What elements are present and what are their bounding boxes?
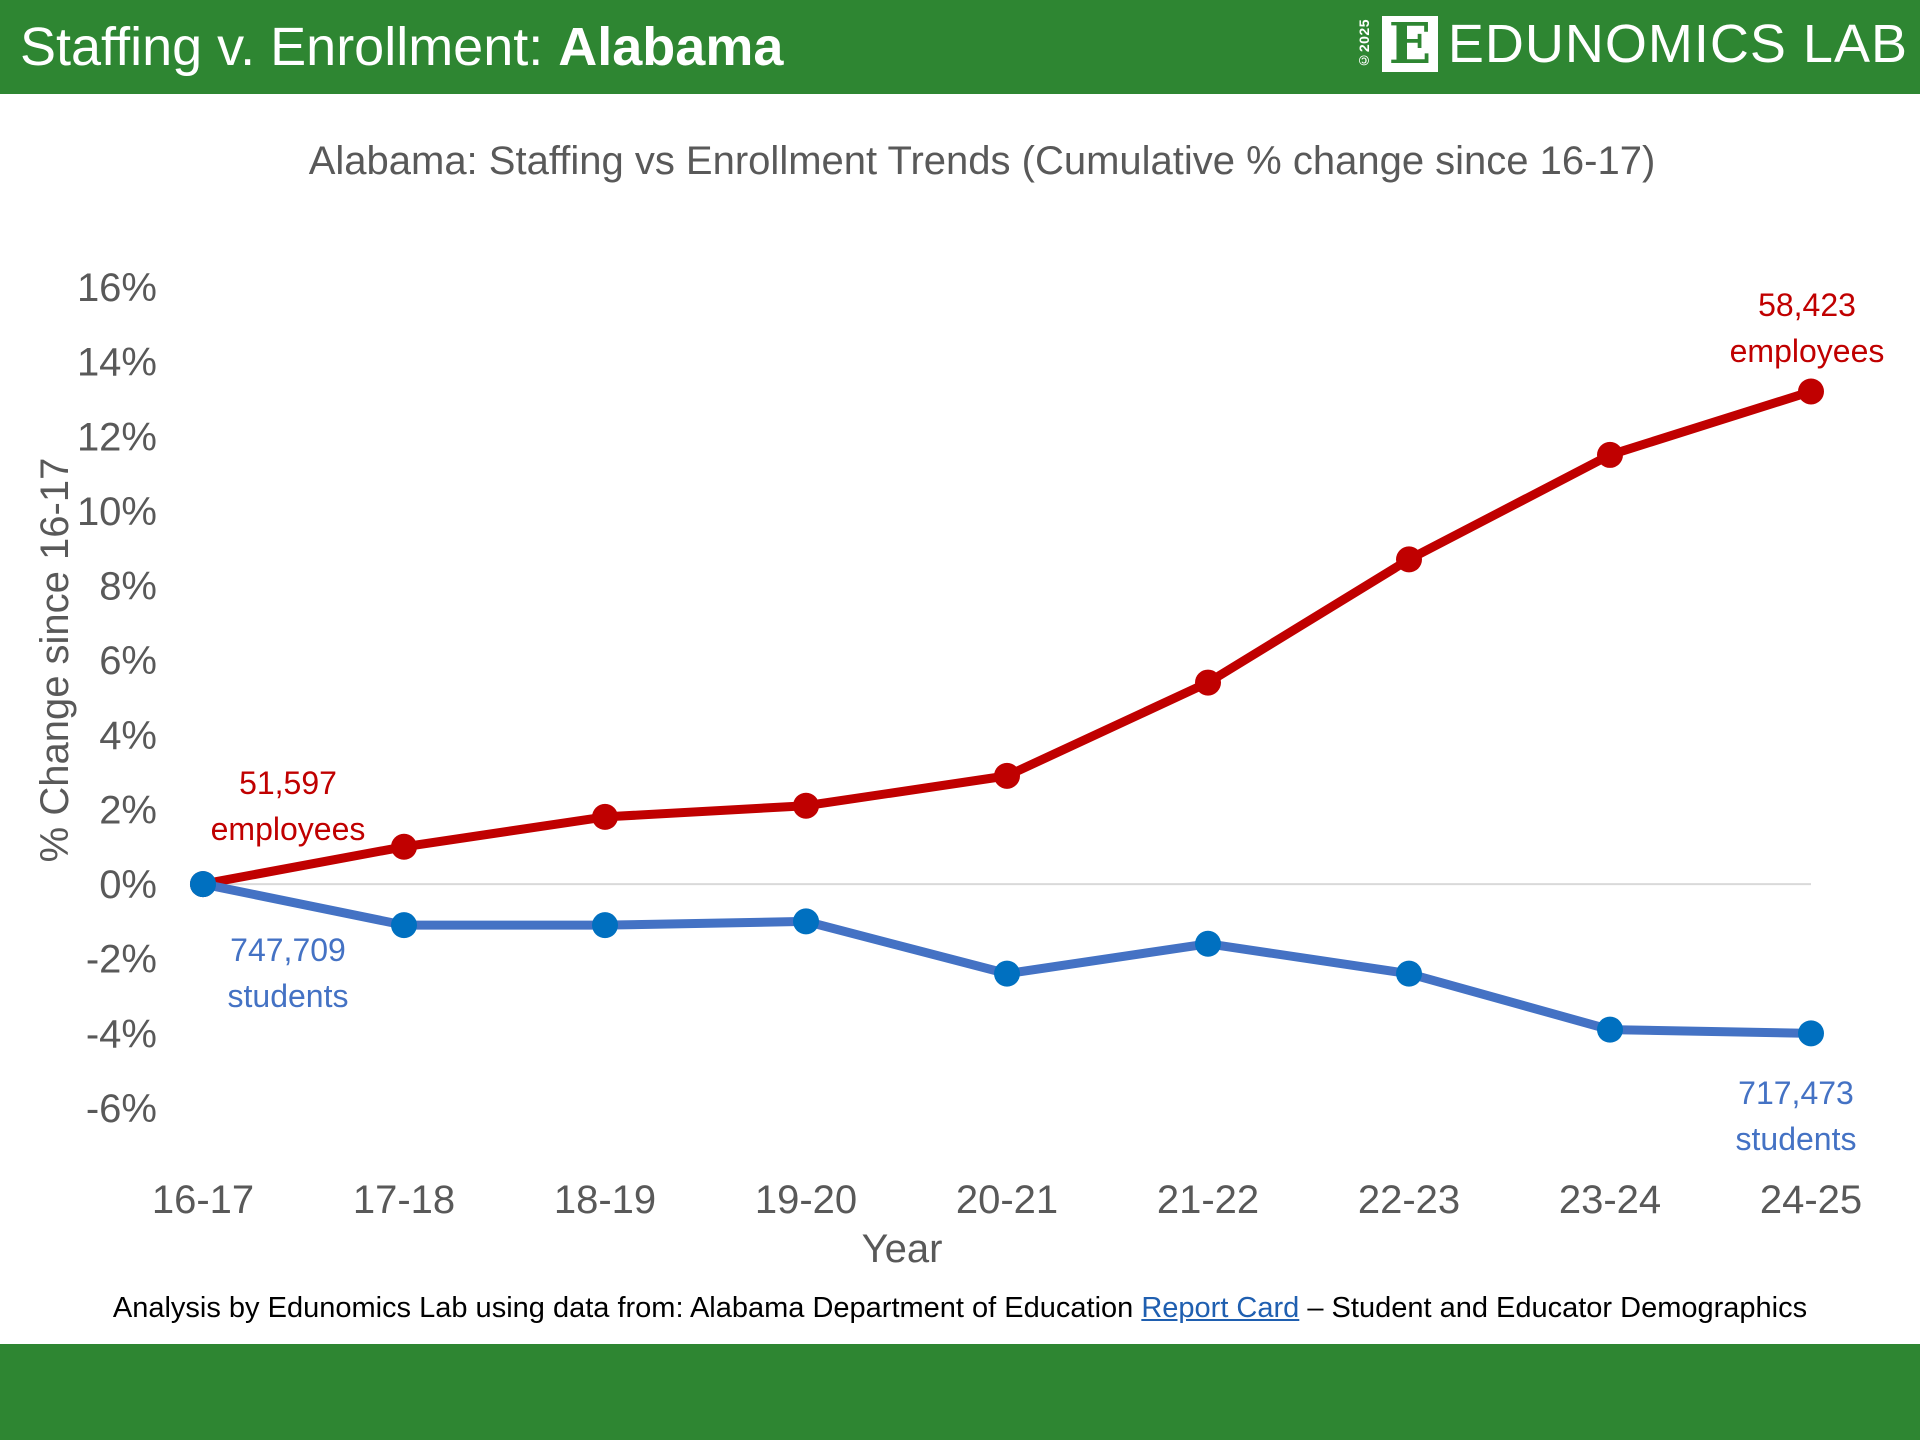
- y-tick-label: -6%: [86, 1087, 157, 1131]
- page-title-prefix: Staffing v. Enrollment:: [20, 17, 559, 77]
- chart-title: Alabama: Staffing vs Enrollment Trends (…: [309, 139, 1656, 183]
- y-tick-label: 2%: [99, 788, 157, 832]
- x-tick-label: 21-22: [1157, 1178, 1259, 1222]
- annotation-unit: employees: [1730, 333, 1885, 369]
- students-line: [202, 879, 1812, 1038]
- logo-letter: E: [1388, 11, 1432, 77]
- y-tick-label: 16%: [77, 266, 157, 310]
- annotation-students-24-25: 717,473 students: [1736, 1075, 1857, 1157]
- employees-point: [793, 792, 819, 819]
- students-point: [793, 908, 819, 935]
- report-card-link[interactable]: Report Card: [1141, 1292, 1300, 1324]
- y-axis-ticks: 16% 14% 12% 10% 8% 6% 4% 2% 0% -2% -4% -6%: [77, 266, 157, 1131]
- source-suffix: – Student and Educator Demographics: [1299, 1292, 1808, 1324]
- annotation-count: 717,473: [1738, 1075, 1854, 1111]
- employees-point: [994, 762, 1020, 789]
- x-tick-label: 19-20: [755, 1178, 857, 1222]
- source-prefix: Analysis by Edunomics Lab using data fro…: [112, 1292, 1142, 1324]
- x-tick-label: 17-18: [353, 1178, 455, 1222]
- annotation-employees-16-17: 51,597 employees: [211, 765, 366, 847]
- annotation-students-16-17: 747,709 students: [228, 932, 349, 1014]
- annotation-count: 58,423: [1758, 287, 1856, 323]
- students-start-point: [190, 871, 216, 898]
- x-tick-label: 22-23: [1358, 1178, 1460, 1222]
- x-tick-label: 20-21: [956, 1178, 1058, 1222]
- y-axis-title: % Change since 16-17: [33, 458, 77, 863]
- students-point: [1597, 1016, 1623, 1043]
- logo-text: EDUNOMICS LAB: [1447, 14, 1908, 74]
- x-tick-label: 16-17: [152, 1178, 254, 1222]
- x-tick-label: 18-19: [554, 1178, 656, 1222]
- employees-point: [1195, 669, 1221, 696]
- annotation-count: 747,709: [230, 932, 346, 968]
- y-tick-label: 8%: [99, 565, 157, 609]
- employees-point: [391, 833, 417, 860]
- header-bar: Staffing v. Enrollment: Alabama ©2025 E …: [0, 0, 1920, 94]
- x-axis-ticks: 16-17 17-18 18-19 19-20 20-21 21-22 22-23 23-24…: [152, 1178, 1862, 1222]
- y-tick-label: 10%: [77, 490, 157, 534]
- employees-point: [592, 803, 618, 830]
- students-point: [994, 960, 1020, 987]
- annotation-unit: students: [1736, 1121, 1857, 1157]
- annotation-unit: employees: [211, 811, 366, 847]
- y-tick-label: -4%: [86, 1012, 157, 1056]
- students-point: [1798, 1020, 1824, 1047]
- y-tick-label: 6%: [99, 639, 157, 683]
- students-point: [1195, 930, 1221, 957]
- y-tick-label: 12%: [77, 415, 157, 459]
- source-note: Analysis by Edunomics Lab using data fro…: [0, 1292, 1920, 1325]
- y-tick-label: 4%: [99, 714, 157, 758]
- x-tick-label: 24-25: [1760, 1178, 1862, 1222]
- x-axis-title: Year: [862, 1227, 943, 1271]
- employees-point: [1396, 546, 1422, 573]
- annotation-layer: 51,597 employees 58,423 employees 747,709 stu…: [211, 287, 1885, 1157]
- students-point: [1396, 960, 1422, 987]
- annotation-unit: students: [228, 978, 349, 1014]
- annotation-employees-24-25: 58,423 employees: [1730, 287, 1885, 369]
- page-title: Staffing v. Enrollment: Alabama: [20, 10, 783, 84]
- x-tick-label: 23-24: [1559, 1178, 1661, 1222]
- series-students: [190, 871, 1824, 1047]
- series-layer: [190, 378, 1824, 1047]
- y-tick-label: -2%: [86, 938, 157, 982]
- edunomics-logo: ©2025 E EDUNOMICS LAB: [1356, 12, 1908, 76]
- y-tick-label: 0%: [99, 863, 157, 907]
- footer-bar: [0, 1344, 1920, 1440]
- employees-point: [1798, 378, 1824, 405]
- series-employees: [190, 378, 1824, 898]
- line-chart: Alabama: Staffing vs Enrollment Trends (…: [33, 139, 1885, 1271]
- students-point: [391, 912, 417, 939]
- logo-e-icon: E: [1381, 11, 1438, 77]
- employees-point: [1597, 441, 1623, 468]
- employees-line: [202, 387, 1813, 889]
- page-title-state: Alabama: [558, 17, 784, 77]
- students-point: [592, 912, 618, 939]
- y-tick-label: 14%: [77, 341, 157, 385]
- annotation-count: 51,597: [239, 765, 337, 801]
